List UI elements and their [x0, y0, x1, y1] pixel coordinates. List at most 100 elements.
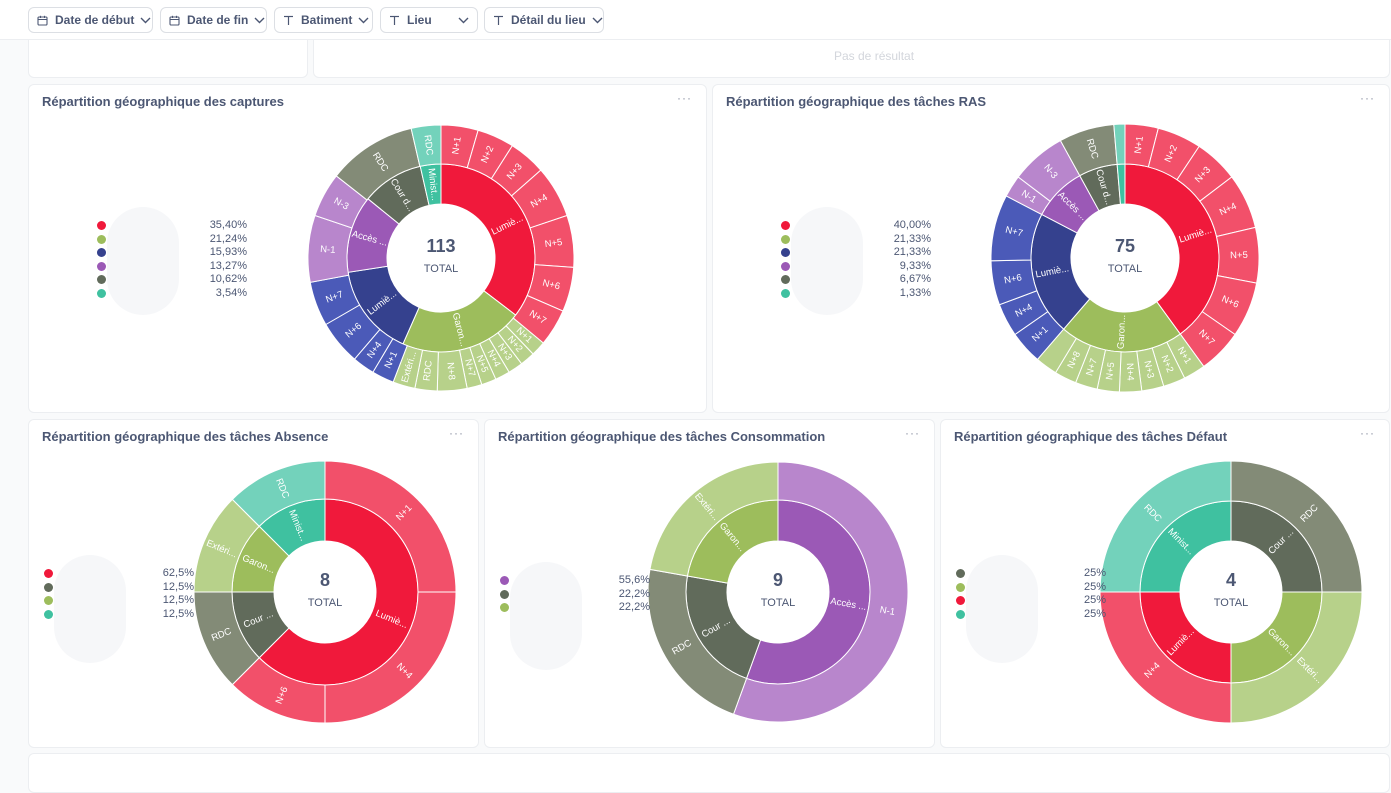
inner-ring-label: Minist...	[426, 168, 441, 202]
legend-dot	[97, 288, 106, 298]
legend-item[interactable]: 25%	[956, 567, 1106, 580]
legend-dot	[956, 596, 965, 605]
outer-ring-label: N+3	[1141, 360, 1155, 380]
legend-dot	[44, 569, 53, 578]
legend-percentage: 21,33%	[893, 232, 931, 245]
legend-percentage: 40,00%	[893, 219, 931, 231]
chevron-down-icon	[592, 17, 603, 24]
filter-bar: Date de début Date de fin Batiment Lieu …	[0, 0, 1391, 40]
legend-dot	[781, 234, 790, 244]
legend-item[interactable]: 12,5%	[44, 581, 194, 594]
outer-ring-label: N+1	[1133, 135, 1146, 154]
outer-ring-label: N+5	[1230, 250, 1248, 261]
more-options-icon[interactable]: ···	[449, 426, 464, 440]
filter-label: Détail du lieu	[511, 13, 586, 27]
legend-dot	[956, 569, 965, 578]
legend-item[interactable]: 22,2%	[500, 588, 650, 601]
card-defaut: Répartition géographique des tâches Défa…	[940, 419, 1390, 748]
legend-percentage: 13,27%	[209, 259, 247, 272]
outer-ring-segment[interactable]	[231, 460, 326, 527]
legend-percentage: 12,5%	[162, 607, 194, 620]
legend-dot	[781, 261, 790, 271]
legend-item[interactable]: 62,5%	[44, 567, 194, 580]
legend-item[interactable]: 10,62%	[97, 273, 247, 286]
legend-item[interactable]: 22,2%	[500, 601, 650, 614]
legend-percentage: 15,93%	[209, 246, 247, 258]
legend-percentage: 22,2%	[618, 587, 650, 600]
sunburst-chart[interactable]: Lumiè...Cour ...Garon...Minist... N+1N+4N…	[29, 420, 480, 749]
legend-dot	[500, 589, 509, 599]
legend-item[interactable]: 15,93%	[97, 246, 247, 259]
total-value: 8	[320, 570, 330, 590]
card-consommation: Répartition géographique des tâches Cons…	[484, 419, 935, 748]
card-captures: Répartition géographique des captures ··…	[28, 84, 707, 413]
outer-ring-label: N-1	[320, 244, 336, 256]
legend-item[interactable]: 21,33%	[781, 246, 931, 259]
legend-percentage: 12,5%	[162, 580, 194, 593]
text-icon	[283, 15, 294, 26]
legend-item[interactable]: 55,6%	[500, 574, 650, 587]
legend-item[interactable]: 21,33%	[781, 233, 931, 246]
filter-label: Lieu	[407, 13, 432, 27]
filter-detail-lieu[interactable]: Détail du lieu	[484, 7, 604, 33]
legend-item[interactable]: 25%	[956, 581, 1106, 594]
legend-dot	[97, 248, 106, 257]
outer-ring-label: RDC	[422, 360, 435, 382]
more-options-icon[interactable]: ···	[1360, 426, 1375, 440]
outer-ring-segment[interactable]	[732, 461, 909, 723]
legend-item[interactable]: 13,27%	[97, 260, 247, 273]
outer-ring-label: N+7	[1084, 357, 1100, 377]
legend-item[interactable]: 25%	[956, 608, 1106, 621]
legend-item[interactable]: 25%	[956, 594, 1106, 607]
legend-percentage: 3,54%	[215, 286, 247, 299]
total-value: 113	[426, 236, 455, 256]
outer-ring-label: N-1	[879, 605, 896, 618]
outer-ring-segment[interactable]	[649, 461, 779, 577]
legend-item[interactable]: 12,5%	[44, 608, 194, 621]
legend-item[interactable]: 12,5%	[44, 594, 194, 607]
filter-lieu[interactable]: Lieu	[380, 7, 478, 33]
legend-item[interactable]: 35,40%	[97, 219, 247, 232]
legend-percentage: 35,40%	[209, 219, 247, 231]
filter-label: Date de fin	[187, 13, 249, 27]
more-options-icon[interactable]: ···	[1360, 91, 1375, 105]
sunburst-chart[interactable]: Lumiè...Garon...Lumiè...Accès ...Cour d.…	[713, 85, 1391, 414]
total-value: 75	[1115, 236, 1135, 256]
filter-end-date[interactable]: Date de fin	[160, 7, 267, 33]
sunburst-chart[interactable]: Accès ...Cour ...Garon...N-1RDCExtéri...…	[485, 420, 936, 749]
legend-item[interactable]: 9,33%	[781, 260, 931, 273]
sunburst-chart[interactable]: Cour ...Garon...Lumiè...Minist...RDCExté…	[941, 420, 1391, 749]
card-title: Répartition géographique des tâches Abse…	[42, 429, 329, 444]
more-options-icon[interactable]: ···	[677, 91, 692, 105]
filter-label: Batiment	[301, 13, 353, 27]
filter-batiment[interactable]: Batiment	[274, 7, 373, 33]
legend-item[interactable]: 3,54%	[97, 287, 247, 300]
legend-percentage: 12,5%	[162, 594, 194, 606]
outer-ring-segment[interactable]	[1099, 460, 1232, 593]
outer-ring-segment[interactable]	[410, 124, 442, 167]
legend-dot	[956, 609, 965, 619]
legend-item[interactable]: 1,33%	[781, 287, 931, 300]
more-options-icon[interactable]: ···	[905, 426, 920, 440]
outer-ring-label: N+6	[1003, 272, 1022, 286]
outer-ring-label: RDC	[422, 134, 435, 156]
card-ras: Répartition géographique des tâches RAS …	[712, 84, 1390, 413]
text-icon	[389, 15, 400, 26]
legend-dot	[97, 221, 106, 230]
legend-percentage: 9,33%	[899, 259, 931, 272]
legend-item[interactable]: 6,67%	[781, 273, 931, 286]
filter-start-date[interactable]: Date de début	[28, 7, 153, 33]
total-label: TOTAL	[308, 597, 342, 609]
card-title: Répartition géographique des tâches Défa…	[954, 429, 1228, 444]
outer-ring-label: N+5	[1104, 362, 1117, 381]
outer-ring-segment[interactable]	[1113, 123, 1126, 165]
partial-card-bottom	[28, 753, 1390, 793]
total-value: 4	[1226, 570, 1236, 590]
text-icon	[493, 15, 504, 26]
legend-item[interactable]: 21,24%	[97, 233, 247, 246]
outer-ring-label: N+5	[544, 237, 563, 250]
outer-ring-label: N+4	[1124, 363, 1136, 381]
sunburst-chart[interactable]: Lumiè...Garon...Lumiè...Accès ...Cour d.…	[29, 85, 708, 414]
legend-item[interactable]: 40,00%	[781, 219, 931, 232]
card-absence: Répartition géographique des tâches Abse…	[28, 419, 479, 748]
